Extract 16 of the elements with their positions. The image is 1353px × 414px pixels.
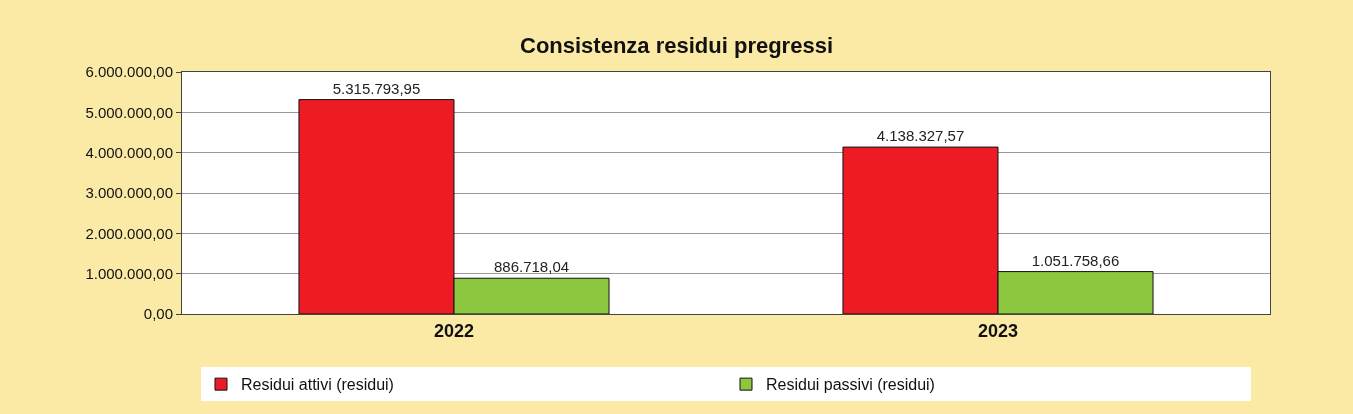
data-label: 1.051.758,66: [1031, 251, 1120, 269]
y-tick-label: 2.000.000,00: [85, 224, 173, 242]
x-tick-label: 2023: [977, 320, 1019, 341]
y-tick-label: 6.000.000,00: [85, 63, 173, 81]
y-tick-label: 0,00: [143, 305, 173, 323]
y-tick-label: 1.000.000,00: [85, 264, 173, 282]
y-tick-label: 5.000.000,00: [85, 103, 173, 121]
data-label: 4.138.327,57: [876, 127, 965, 145]
y-tick-label: 4.000.000,00: [85, 143, 173, 161]
chart-title: Consistenza residui pregressi: [520, 33, 833, 59]
y-tick-label: 3.000.000,00: [85, 184, 173, 202]
x-tick-label: 2022: [433, 320, 475, 341]
data-label: 5.315.793,95: [332, 79, 421, 97]
legend-label: Residui attivi (residui): [241, 376, 394, 394]
data-label: 886.718,04: [493, 258, 570, 276]
legend-label: Residui passivi (residui): [766, 376, 935, 394]
